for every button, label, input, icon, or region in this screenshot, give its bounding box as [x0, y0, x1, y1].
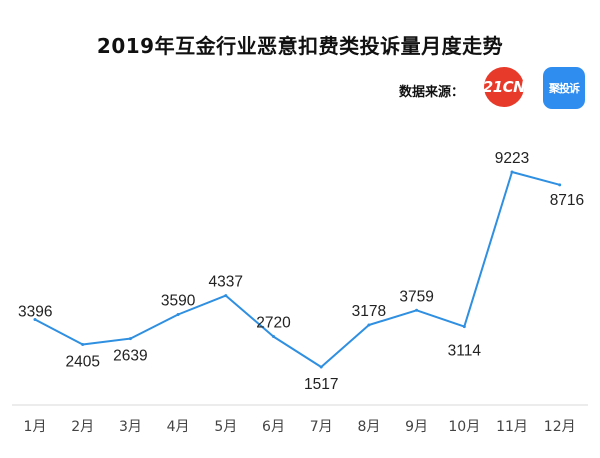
x-tick-label: 12月	[544, 419, 576, 435]
x-tick-label: 10月	[448, 419, 480, 435]
jutousu-logo: 聚投诉	[543, 67, 585, 109]
x-tick-label: 2月	[71, 419, 94, 435]
data-point	[319, 365, 323, 369]
data-point	[272, 335, 275, 339]
series-line	[34, 171, 560, 368]
x-tick-label: 6月	[262, 419, 285, 435]
21cn-logo: 21CN	[483, 67, 526, 107]
data-point	[81, 343, 85, 347]
data-label: 3178	[352, 303, 386, 320]
data-label: 2639	[113, 348, 147, 365]
x-tick-label: 9月	[405, 419, 428, 435]
x-tick-label: 8月	[357, 419, 380, 435]
data-label: 3590	[161, 293, 196, 310]
data-label: 3396	[18, 303, 52, 320]
data-label: 3759	[399, 288, 433, 305]
data-point	[462, 325, 466, 329]
x-tick-label: 4月	[167, 419, 190, 435]
data-point	[224, 294, 228, 298]
source-label: 数据来源：	[399, 85, 465, 100]
data-point	[367, 323, 371, 327]
x-tick-label: 5月	[214, 419, 237, 435]
data-label: 4337	[209, 274, 243, 291]
data-label: 8716	[550, 192, 584, 209]
data-label: 2720	[256, 315, 291, 332]
data-label: 2405	[65, 354, 99, 371]
x-tick-label: 11月	[496, 419, 528, 435]
data-point	[510, 170, 514, 174]
data-point	[415, 308, 419, 312]
data-label: 3114	[448, 343, 482, 360]
x-tick-label: 1月	[24, 419, 47, 435]
data-label: 9223	[495, 150, 529, 167]
data-point	[33, 317, 37, 321]
data-point	[128, 337, 132, 341]
x-tick-label: 3月	[119, 419, 142, 435]
data-point	[176, 313, 180, 317]
chart-title: 2019年互金行业恶意扣费类投诉量月度走势	[96, 34, 504, 58]
x-tick-label: 7月	[310, 419, 333, 435]
data-point	[558, 183, 562, 187]
data-label: 1517	[304, 376, 338, 393]
